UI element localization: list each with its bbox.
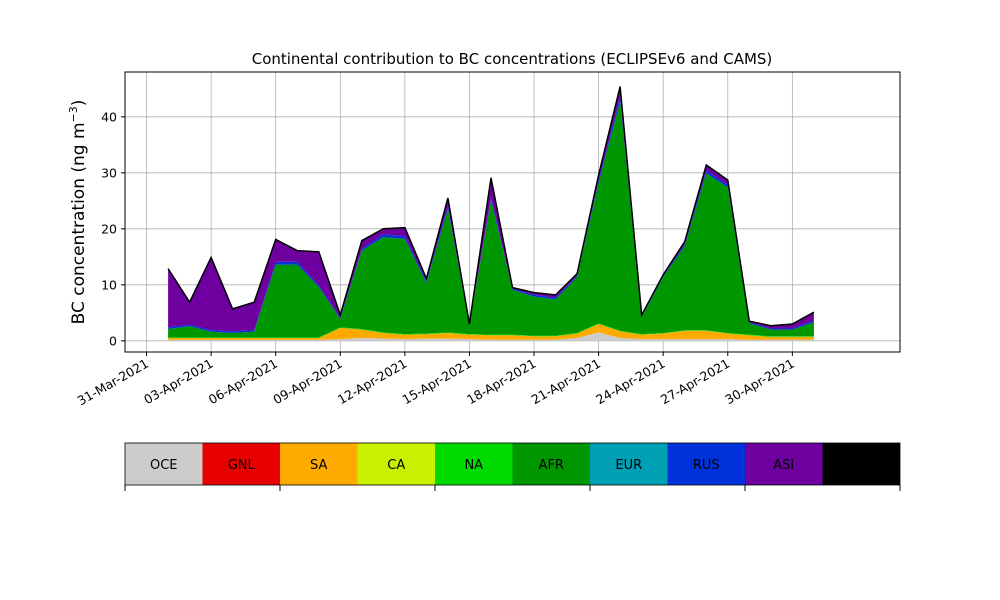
x-tick-label: 18-Apr-2021 bbox=[464, 356, 538, 408]
legend-swatch-aus bbox=[822, 443, 900, 485]
legend-swatch-oce bbox=[125, 443, 203, 485]
legend-swatch-na bbox=[435, 443, 513, 485]
y-axis-label: BC concentration (ng m−3) bbox=[67, 100, 89, 325]
x-tick-label: 27-Apr-2021 bbox=[658, 356, 732, 408]
legend-label-oce: OCE bbox=[150, 458, 178, 473]
legend-frame bbox=[124, 442, 901, 486]
legend-label-rus: RUS bbox=[693, 458, 720, 473]
y-tick-label: 20 bbox=[101, 221, 117, 236]
legend-swatch-rus bbox=[667, 443, 745, 485]
legend-label-ca: CA bbox=[387, 458, 405, 473]
area-sa bbox=[168, 324, 814, 340]
legend-label-eur: EUR bbox=[615, 458, 642, 473]
y-tick-label: 0 bbox=[109, 333, 117, 348]
x-tick-label: 09-Apr-2021 bbox=[270, 356, 344, 408]
area-na bbox=[168, 323, 814, 338]
total-outline bbox=[167, 86, 815, 327]
legend-swatch-eur bbox=[590, 443, 668, 485]
y-tick-label: 30 bbox=[101, 165, 117, 180]
legend-swatch-ca bbox=[357, 443, 435, 485]
x-axis: 31-Mar-202103-Apr-202106-Apr-202109-Apr-… bbox=[75, 352, 797, 408]
legend-swatch-afr bbox=[512, 443, 590, 485]
y-tick-label: 40 bbox=[101, 109, 117, 124]
x-tick-label: 03-Apr-2021 bbox=[141, 356, 215, 408]
legend-label-asi: ASI bbox=[773, 458, 794, 473]
legend-label-afr: AFR bbox=[539, 458, 564, 473]
x-tick-label: 21-Apr-2021 bbox=[529, 356, 603, 408]
chart-title: Continental contribution to BC concentra… bbox=[252, 50, 773, 68]
stacked-areas bbox=[168, 86, 814, 341]
legend-label-sa: SA bbox=[310, 458, 327, 473]
plot-frame bbox=[124, 71, 901, 353]
x-tick-label: 12-Apr-2021 bbox=[335, 356, 409, 408]
area-afr bbox=[168, 101, 814, 338]
y-axis: 0 10 20 30 40 bbox=[101, 109, 125, 348]
legend-label-na: NA bbox=[464, 458, 483, 473]
legend-label-aus: AUS bbox=[848, 458, 875, 473]
x-tick-label: 30-Apr-2021 bbox=[722, 356, 796, 408]
y-tick-label: 10 bbox=[101, 277, 117, 292]
x-tick-label: 06-Apr-2021 bbox=[206, 356, 280, 408]
total-line bbox=[167, 86, 815, 327]
legend-swatch-asi bbox=[745, 443, 823, 485]
legend-swatch-sa bbox=[280, 443, 358, 485]
x-tick-label: 15-Apr-2021 bbox=[400, 356, 474, 408]
x-tick-label: 24-Apr-2021 bbox=[593, 356, 667, 408]
legend-label-gnl: GNL bbox=[228, 458, 256, 473]
legend-colorbar: OCE GNL SA CA NA AFR EUR RUS ASI AUS bbox=[124, 442, 901, 491]
area-oce bbox=[168, 332, 814, 341]
x-tick-label: 31-Mar-2021 bbox=[75, 356, 151, 409]
legend-swatch-gnl bbox=[202, 443, 280, 485]
